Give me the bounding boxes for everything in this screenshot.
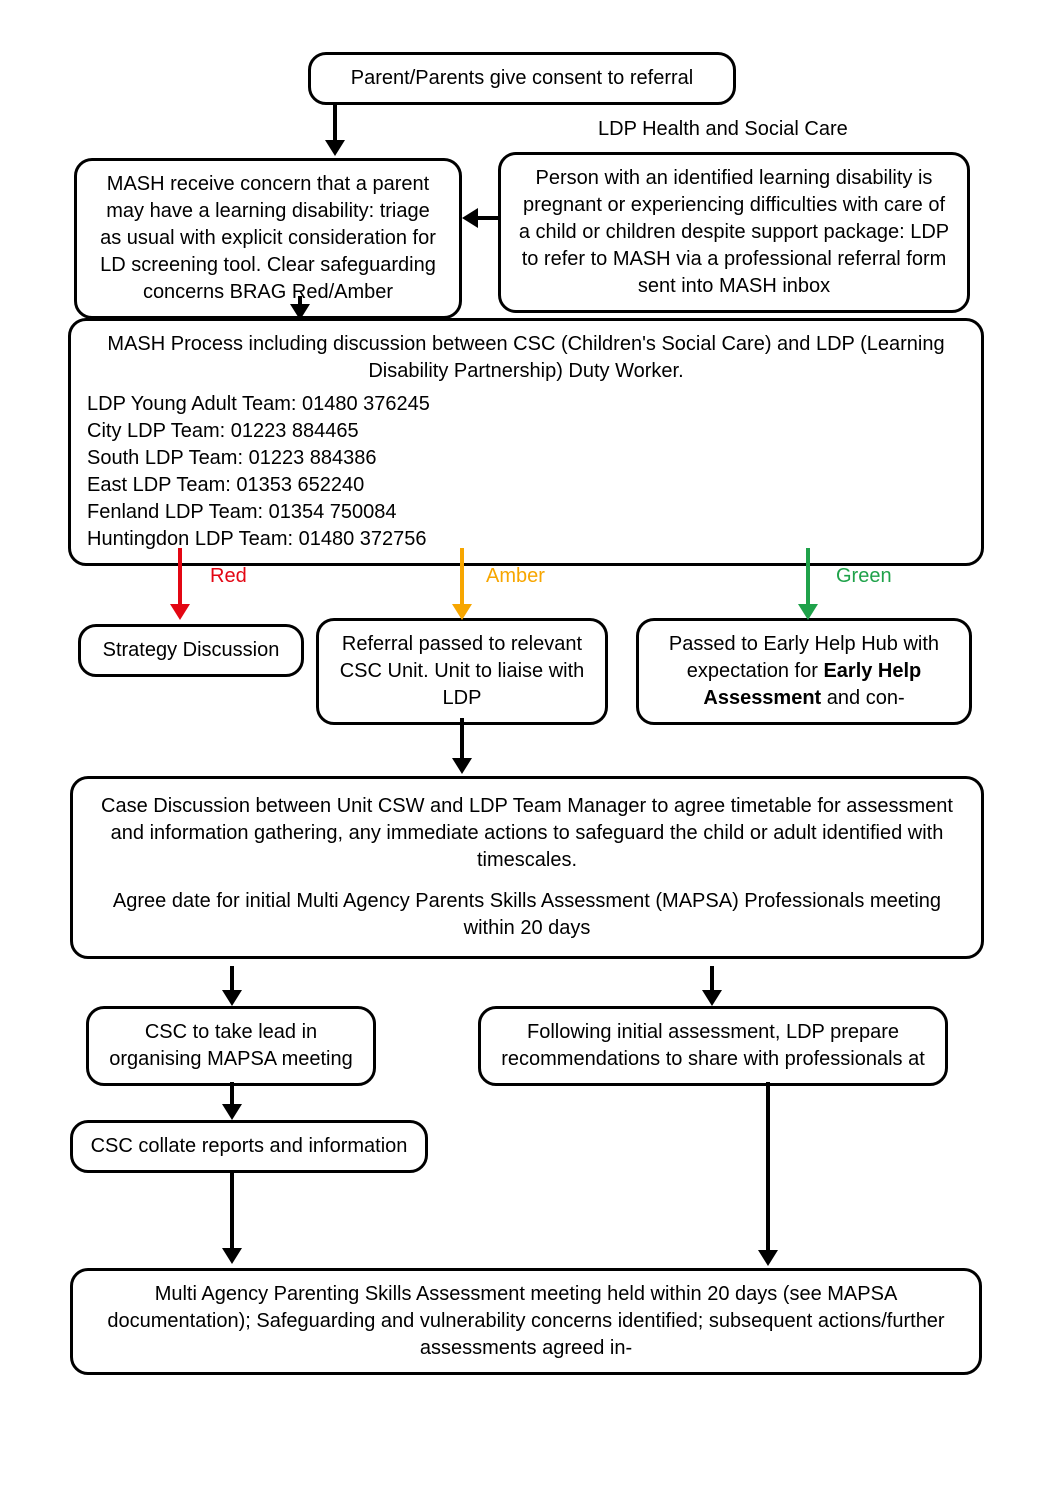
node-mash-receive-text: MASH receive concern that a parent may h… (100, 173, 436, 303)
node-case-discussion: Case Discussion between Unit CSW and LDP… (70, 776, 984, 959)
node-ldp-prepare: Following initial assessment, LDP prepar… (478, 1006, 948, 1086)
mash-process-line: LDP Young Adult Team: 01480 376245 (87, 391, 965, 418)
node-mapsa-meeting-text: Multi Agency Parenting Skills Assessment… (107, 1283, 944, 1359)
mash-process-line: East LDP Team: 01353 652240 (87, 472, 965, 499)
node-referral-csc: Referral passed to relevant CSC Unit. Un… (316, 618, 608, 725)
node-csc-lead-text: CSC to take lead in organising MAPSA mee… (109, 1021, 352, 1070)
mash-process-intro: MASH Process including discussion betwee… (87, 331, 965, 385)
brag-label-green: Green (836, 565, 892, 588)
node-mapsa-meeting: Multi Agency Parenting Skills Assessment… (70, 1268, 982, 1375)
node-early-help: Passed to Early Help Hub with expectatio… (636, 618, 972, 725)
node-early-help-post: and con- (821, 687, 904, 709)
mash-process-line: Huntingdon LDP Team: 01480 372756 (87, 526, 965, 553)
node-mash-process: MASH Process including discussion betwee… (68, 318, 984, 566)
case-discussion-p1: Case Discussion between Unit CSW and LDP… (95, 793, 959, 874)
flowchart-canvas: LDP Health and Social Care Parent/Parent… (0, 0, 1058, 1497)
brag-label-red: Red (210, 565, 247, 588)
node-consent-text: Parent/Parents give consent to referral (351, 67, 693, 89)
node-csc-collate-text: CSC collate reports and information (91, 1135, 408, 1157)
node-ldp-refer: Person with an identified learning disab… (498, 152, 970, 313)
node-csc-collate: CSC collate reports and information (70, 1120, 428, 1173)
mash-process-line: South LDP Team: 01223 884386 (87, 445, 965, 472)
node-mash-receive: MASH receive concern that a parent may h… (74, 158, 462, 319)
brag-label-amber: Amber (486, 565, 545, 588)
mash-process-line: Fenland LDP Team: 01354 750084 (87, 499, 965, 526)
node-ldp-refer-text: Person with an identified learning disab… (519, 167, 949, 297)
ldp-header-label: LDP Health and Social Care (598, 118, 848, 141)
mash-process-line: City LDP Team: 01223 884465 (87, 418, 965, 445)
node-consent: Parent/Parents give consent to referral (308, 52, 736, 105)
node-csc-lead: CSC to take lead in organising MAPSA mee… (86, 1006, 376, 1086)
case-discussion-p2: Agree date for initial Multi Agency Pare… (95, 888, 959, 942)
node-referral-csc-text: Referral passed to relevant CSC Unit. Un… (340, 633, 585, 709)
node-strategy: Strategy Discussion (78, 624, 304, 677)
node-ldp-prepare-text: Following initial assessment, LDP prepar… (501, 1021, 925, 1070)
node-strategy-text: Strategy Discussion (103, 639, 280, 661)
